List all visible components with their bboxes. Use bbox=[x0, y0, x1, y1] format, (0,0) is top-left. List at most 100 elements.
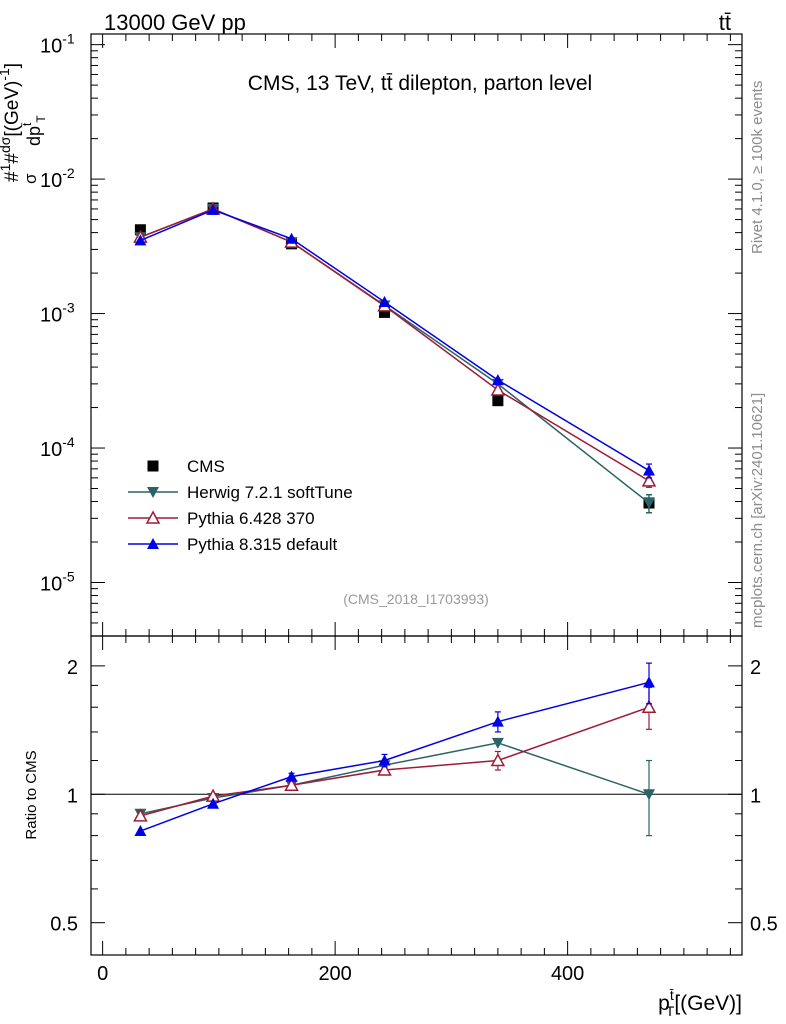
main-y-tick-label: 10-1 bbox=[40, 31, 75, 58]
x-tick-label: 200 bbox=[318, 963, 351, 985]
x-tick-label: 0 bbox=[97, 963, 108, 985]
ratio-point-pythia6 bbox=[490, 752, 506, 767]
ratio-line-pythia8 bbox=[140, 681, 650, 832]
main-y-tick-base: 10 bbox=[40, 439, 62, 461]
main-point-pythia8 bbox=[134, 234, 147, 246]
ratio-point-pythia6 bbox=[284, 777, 299, 791]
main-y-tick-label: 10-3 bbox=[40, 300, 75, 327]
y-label-pt-sub: T bbox=[34, 115, 48, 123]
main-y-tick-base: 10 bbox=[40, 36, 62, 58]
legend-label-cms: CMS bbox=[187, 457, 225, 476]
main-y-tick-exp: -3 bbox=[62, 300, 75, 316]
legend-marker-pythia6 bbox=[145, 510, 161, 524]
svg-text:dpt̄T: dpt̄T bbox=[20, 115, 48, 146]
main-point-pythia8 bbox=[207, 203, 220, 215]
ratio-y-tick-label-right: 1 bbox=[750, 785, 761, 807]
ratio-point-pythia8 bbox=[491, 715, 504, 727]
header-left: 13000 GeV pp bbox=[104, 10, 246, 35]
ratio-panel-frame bbox=[90, 635, 743, 956]
x-tick-label: 400 bbox=[551, 963, 584, 985]
ratio-y-tick-label-right: 0.5 bbox=[750, 914, 778, 936]
main-point-pythia8 bbox=[643, 464, 655, 476]
main-y-label: #1#dσ[(GeV)-1] σ dpt̄T bbox=[0, 63, 48, 184]
side-label-mcplots: mcplots.cern.ch [arXiv:2401.10621] bbox=[749, 393, 766, 628]
ratio-point-herwig bbox=[643, 789, 655, 801]
ratio-y-tick-label: 1 bbox=[67, 785, 78, 807]
main-y-tick-label: 10-2 bbox=[40, 165, 75, 192]
legend-item-cms: CMS bbox=[147, 457, 225, 476]
legend-marker-pythia8 bbox=[147, 538, 159, 549]
ratio-line-pythia6 bbox=[140, 706, 650, 817]
main-x-axis-ticks bbox=[102, 34, 731, 636]
ratio-point-pythia6 bbox=[133, 808, 148, 822]
ratio-point-pythia8 bbox=[207, 797, 220, 809]
legend-label-pythia6: Pythia 6.428 370 bbox=[187, 509, 315, 528]
y-label-hash2: # bbox=[2, 153, 23, 164]
side-label-rivet: Rivet 4.1.0, ≥ 100k events bbox=[749, 81, 766, 254]
ratio-y-tick-label-right: 2 bbox=[750, 657, 761, 679]
legend-item-herwig: Herwig 7.2.1 softTune bbox=[128, 483, 353, 502]
main-y-tick-base: 10 bbox=[40, 305, 62, 327]
y-label-sigma: σ bbox=[21, 173, 40, 184]
main-point-herwig bbox=[643, 498, 655, 510]
ratio-point-pythia8 bbox=[378, 754, 391, 766]
main-y-tick-label: 10-4 bbox=[40, 434, 75, 461]
main-point-cms bbox=[492, 395, 504, 407]
main-y-tick-exp: -4 bbox=[62, 434, 75, 450]
y-label-one: 1 bbox=[0, 163, 13, 171]
main-point-pythia6 bbox=[490, 382, 506, 396]
main-point-pythia8 bbox=[378, 295, 391, 307]
svg-text:#1#dσ[(GeV)-1]: #1#dσ[(GeV)-1] bbox=[0, 63, 23, 182]
ratio-x-axis: 0 200 400 bbox=[97, 636, 731, 985]
y-label-unit-close: ] bbox=[2, 63, 23, 68]
y-label-unit-exp: -1 bbox=[0, 68, 12, 81]
ratio-point-pythia8 bbox=[643, 676, 655, 688]
y-label-dpt: dp bbox=[24, 126, 44, 146]
header-right: tt̄ bbox=[719, 10, 731, 35]
main-line-pythia6 bbox=[140, 208, 650, 482]
legend-marker-herwig bbox=[147, 487, 159, 498]
x-label-sub: T bbox=[666, 1003, 675, 1019]
y-label-hash: # bbox=[2, 171, 23, 182]
main-y-tick-exp: -1 bbox=[62, 31, 75, 47]
main-y-tick-label: 10-5 bbox=[40, 568, 75, 595]
legend-item-pythia8: Pythia 8.315 default bbox=[128, 535, 338, 554]
ratio-y-tick-label: 0.5 bbox=[50, 914, 78, 936]
x-label-p: p bbox=[658, 992, 670, 1015]
main-y-tick-exp: -2 bbox=[62, 165, 75, 181]
x-label-unit: [(GeV)] bbox=[674, 992, 742, 1015]
main-series-pythia6 bbox=[133, 201, 657, 488]
main-y-axis: 10-510-410-310-210-1 bbox=[40, 31, 742, 637]
main-y-tick-base: 10 bbox=[40, 170, 62, 192]
main-series-group bbox=[133, 201, 657, 514]
ratio-point-pythia6 bbox=[377, 762, 392, 776]
legend: CMS Herwig 7.2.1 softTune Pythia 6.428 370… bbox=[128, 457, 353, 554]
legend-item-pythia6: Pythia 6.428 370 bbox=[128, 509, 315, 528]
ratio-series-group bbox=[133, 662, 657, 837]
ratio-point-pythia8 bbox=[285, 770, 298, 782]
main-point-pythia6 bbox=[641, 473, 657, 487]
main-point-pythia8 bbox=[491, 374, 504, 386]
main-point-cms bbox=[379, 306, 391, 318]
ratio-point-pythia8 bbox=[134, 825, 147, 837]
legend-label-herwig: Herwig 7.2.1 softTune bbox=[187, 483, 353, 502]
legend-marker-cms bbox=[147, 460, 159, 472]
y-label-unit: [(GeV) bbox=[2, 81, 23, 137]
legend-label-pythia8: Pythia 8.315 default bbox=[187, 535, 338, 554]
ratio-point-herwig bbox=[491, 737, 504, 749]
x-axis-label: pt̄ T[(GeV)] bbox=[658, 987, 742, 1019]
y-label-pt-sup: t̄ bbox=[20, 122, 34, 126]
svg-text:σ: σ bbox=[21, 173, 40, 184]
y-label-dsigma: dσ bbox=[0, 136, 13, 153]
ratio-point-pythia6 bbox=[641, 699, 657, 713]
main-series-pythia8 bbox=[134, 203, 655, 479]
ratio-y-axis: 0.5 0.5 1 1 2 2 bbox=[50, 657, 778, 936]
analysis-watermark: (CMS_2018_I1703993) bbox=[343, 591, 489, 607]
x-label-sup: t̄ bbox=[670, 987, 674, 1003]
main-line-pythia8 bbox=[140, 209, 650, 472]
main-y-tick-exp: -5 bbox=[62, 568, 75, 584]
chart-title: CMS, 13 TeV, tt̄ dilepton, parton level bbox=[248, 72, 592, 95]
main-point-pythia8 bbox=[285, 232, 298, 244]
ratio-y-label: Ratio to CMS bbox=[23, 750, 40, 839]
